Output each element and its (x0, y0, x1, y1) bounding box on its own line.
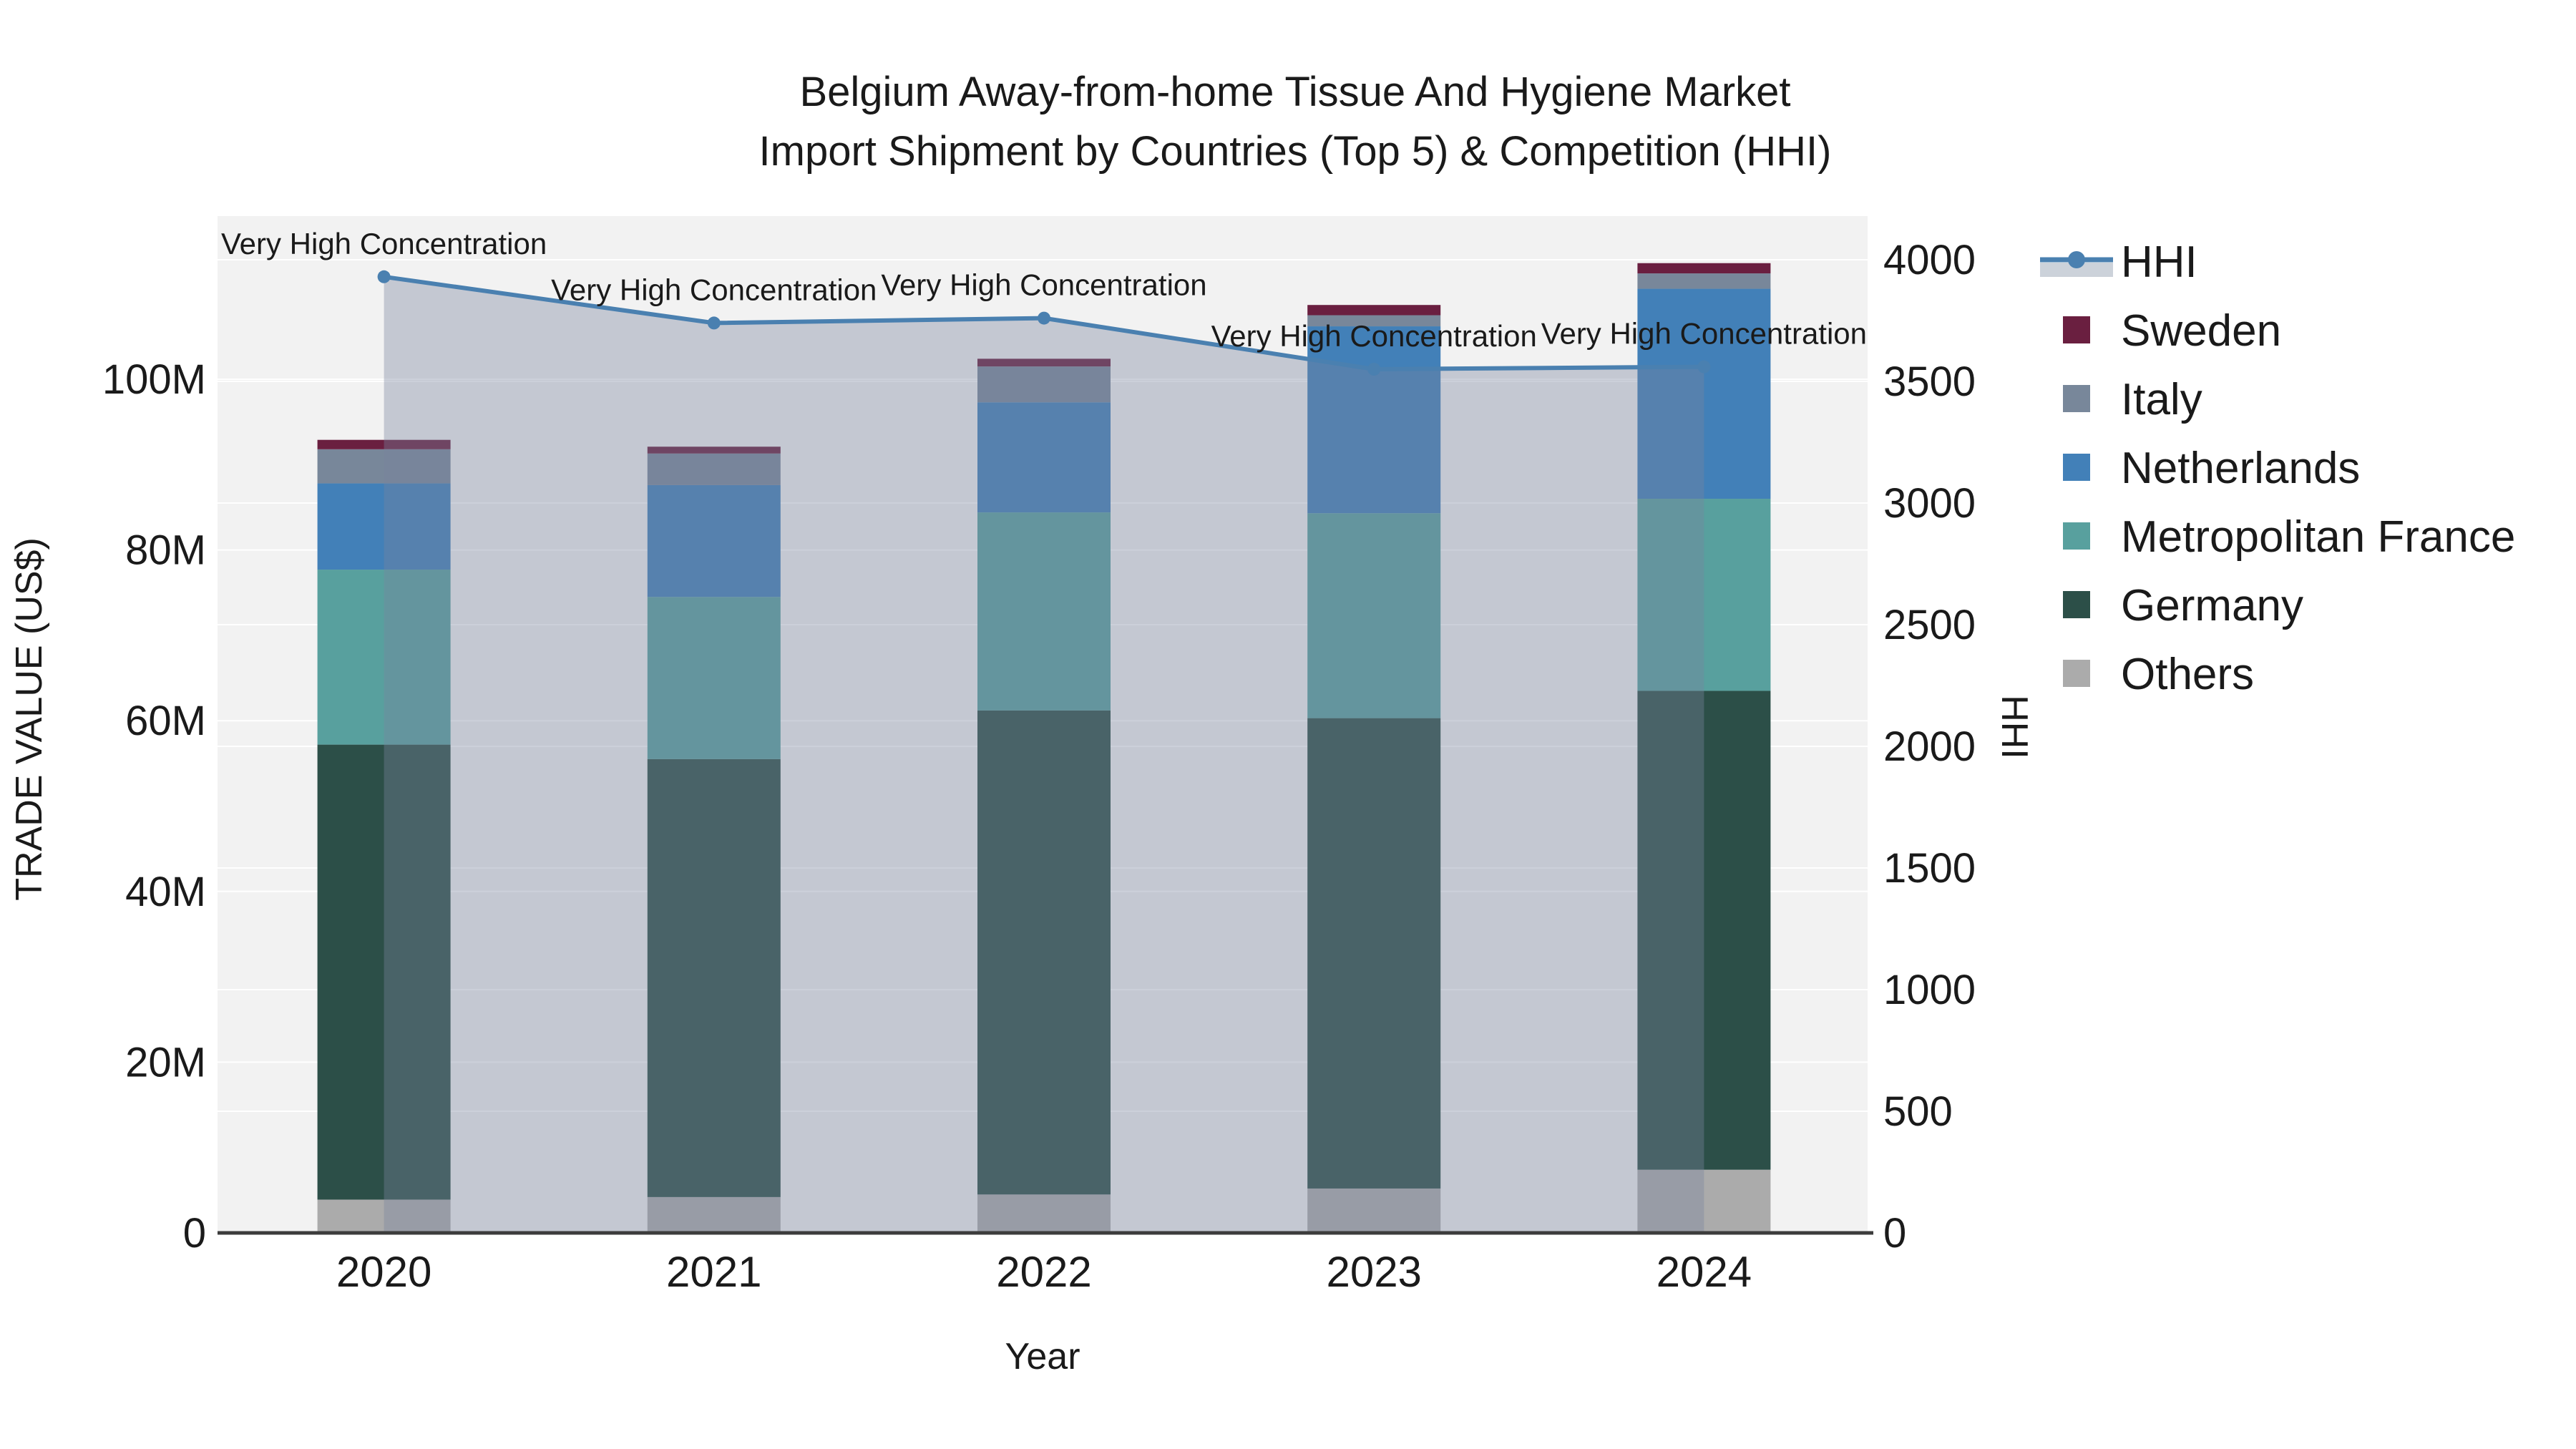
bar-segment-metropolitan-france (1307, 513, 1441, 718)
y-left-tick-label: 100M (102, 356, 206, 403)
bar-segment-germany (1307, 718, 1441, 1189)
legend-label: Others (2121, 650, 2254, 699)
bar-segment-metropolitan-france (1637, 499, 1771, 691)
legend-item-netherlands: Netherlands (2063, 444, 2360, 493)
bar-segment-netherlands (647, 484, 781, 597)
y-left-tick-label: 0 (183, 1210, 206, 1257)
annotation-2022: Very High Concentration (881, 268, 1206, 302)
legend-swatch (2063, 316, 2090, 343)
y-right-tick-label: 2500 (1883, 602, 1976, 648)
legend-label: Netherlands (2121, 444, 2360, 493)
bar-segment-germany (1637, 691, 1771, 1170)
bar-segment-metropolitan-france (977, 512, 1111, 711)
bar-segment-sweden (977, 358, 1111, 367)
hhi-marker-2023 (1367, 363, 1381, 376)
bar-segment-others (1307, 1188, 1441, 1233)
x-tick-label: 2022 (996, 1248, 1091, 1296)
bar-segment-metropolitan-france (317, 570, 451, 745)
legend-item-italy: Italy (2063, 375, 2202, 424)
hhi-marker-2022 (1038, 311, 1050, 325)
y-right-tick-label: 0 (1883, 1210, 1906, 1257)
legend-swatch (2063, 660, 2090, 687)
legend-layer: HHI Sweden Italy Netherlands Metropolitan Fr… (2040, 238, 2515, 699)
bar-segment-sweden (1637, 263, 1771, 274)
y-left-tick-label: 40M (125, 869, 206, 915)
legend-swatch (2063, 385, 2090, 412)
bar-segment-others (647, 1196, 781, 1233)
y-left-tick-label: 80M (125, 527, 206, 574)
bar-segment-germany (647, 758, 781, 1197)
annotation-2023: Very High Concentration (1211, 319, 1537, 353)
bar-segment-netherlands (977, 402, 1111, 513)
hhi-marker-2020 (377, 270, 391, 283)
bar-segment-netherlands (317, 483, 451, 570)
y-left-tick-label: 60M (125, 698, 206, 744)
chart-title-line-2: Import Shipment by Countries (Top 5) & C… (759, 128, 1832, 175)
hhi-area-layer (384, 276, 1704, 1233)
annotation-2024: Very High Concentration (1541, 317, 1867, 351)
legend-item-others: Others (2063, 650, 2254, 699)
hhi-marker-2024 (1697, 360, 1711, 374)
legend-hhi-band (2040, 263, 2113, 277)
bar-segment-netherlands (1307, 326, 1441, 514)
y-right-tick-label: 4000 (1883, 237, 1976, 283)
legend-item-hhi: HHI (2040, 238, 2197, 287)
y-right-tick-label: 500 (1883, 1088, 1953, 1135)
bar-segment-italy (1637, 273, 1771, 289)
chart-title-line-1: Belgium Away-from-home Tissue And Hygien… (799, 69, 1790, 115)
bar-segment-others (317, 1199, 451, 1233)
legend-hhi-marker (2068, 251, 2085, 268)
bar-segment-sweden (317, 439, 451, 449)
hhi-area (384, 276, 1704, 1233)
y-right-axis-title: HHI (1994, 695, 2035, 759)
bar-segment-others (1637, 1169, 1771, 1233)
legend-item-germany: Germany (2063, 581, 2303, 630)
bar-segment-sweden (647, 447, 781, 454)
legend-swatch (2063, 591, 2090, 618)
x-tick-label: 2024 (1657, 1248, 1752, 1296)
tick-label-layer: 0 20M 40M 60M 80M 100M 0 500 1000 1500 2000 2500 300… (102, 237, 1976, 1296)
bar-segment-netherlands (1637, 288, 1771, 499)
legend-label: Metropolitan France (2121, 512, 2515, 562)
x-axis-title: Year (1005, 1336, 1080, 1377)
x-tick-label: 2023 (1326, 1248, 1421, 1296)
legend-label: Italy (2121, 375, 2202, 424)
legend-label: Sweden (2121, 306, 2281, 356)
legend-label: Germany (2121, 581, 2303, 630)
bar-segment-italy (977, 366, 1111, 403)
y-right-tick-label: 1500 (1883, 845, 1976, 892)
bar-segment-italy (317, 449, 451, 484)
bar-segment-italy (1307, 315, 1441, 327)
bar-segment-sweden (1307, 305, 1441, 316)
legend-swatch (2063, 522, 2090, 550)
bar-segment-germany (317, 744, 451, 1200)
bar-layer (317, 263, 1771, 1233)
y-right-tick-label: 3000 (1883, 480, 1976, 527)
hhi-marker-2021 (707, 316, 721, 330)
y-right-tick-label: 2000 (1883, 723, 1976, 770)
y-left-tick-label: 20M (125, 1039, 206, 1085)
hhi-line-layer (377, 270, 1711, 376)
y-right-tick-label: 3500 (1883, 358, 1976, 405)
legend-item-sweden: Sweden (2063, 306, 2281, 356)
legend-item-metropolitan-france: Metropolitan France (2063, 512, 2515, 562)
y-left-axis-title: TRADE VALUE (US$) (9, 537, 50, 901)
legend-label: HHI (2121, 238, 2197, 287)
annotation-2020: Very High Concentration (221, 227, 547, 260)
bar-segment-others (977, 1194, 1111, 1233)
y-right-tick-label: 1000 (1883, 967, 1976, 1013)
bar-segment-germany (977, 710, 1111, 1195)
annotation-2021: Very High Concentration (551, 273, 877, 306)
x-tick-label: 2020 (336, 1248, 431, 1296)
legend-swatch (2063, 454, 2090, 481)
bar-segment-italy (647, 453, 781, 485)
bar-segment-metropolitan-france (647, 597, 781, 759)
x-tick-label: 2021 (666, 1248, 761, 1296)
